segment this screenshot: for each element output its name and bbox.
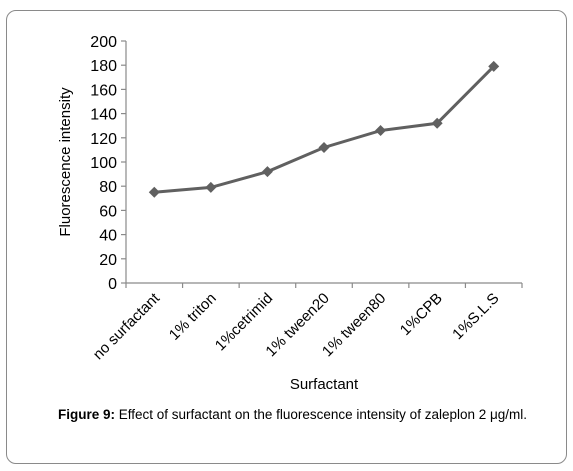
data-point-marker: [488, 60, 500, 72]
data-point-marker: [205, 181, 217, 193]
chart-axes: [121, 40, 523, 288]
y-tick-label: 140: [90, 107, 117, 124]
y-tick-label: 200: [90, 34, 117, 51]
data-point-marker: [261, 166, 273, 178]
y-tick-label: 100: [90, 155, 117, 172]
series-line: [154, 65, 495, 194]
y-tick-label: 60: [99, 203, 117, 220]
series-markers: [148, 60, 500, 198]
data-point-marker: [148, 186, 160, 198]
y-tick-label: 160: [90, 82, 117, 99]
y-tick-labels: 0 20 40 60 80 100 120 140 160 180 200: [90, 34, 117, 293]
y-tick-label: 0: [108, 276, 117, 293]
data-point-marker: [375, 125, 387, 137]
x-tick-label: 1% triton: [166, 290, 220, 344]
x-tick-label: 1%CPB: [397, 290, 446, 339]
y-tick-label: 80: [99, 179, 117, 196]
x-axis-label: Surfactant: [290, 376, 359, 393]
x-tick-label: no surfactant: [90, 289, 164, 363]
caption-label: Figure 9:: [58, 407, 116, 422]
x-tick-label: 1%S.L.S: [449, 290, 502, 343]
y-axis-label: Fluorescence intensity: [57, 87, 74, 237]
y-tick-label: 20: [99, 252, 117, 269]
caption-text: Effect of surfactant on the fluorescence…: [115, 407, 528, 422]
figure-caption: Figure 9: Effect of surfactant on the fl…: [58, 405, 558, 425]
data-point-marker: [431, 117, 443, 129]
data-point-marker: [318, 141, 330, 153]
y-tick-label: 120: [90, 131, 117, 148]
y-tick-label: 40: [99, 228, 117, 245]
y-tick-label: 180: [90, 58, 117, 75]
